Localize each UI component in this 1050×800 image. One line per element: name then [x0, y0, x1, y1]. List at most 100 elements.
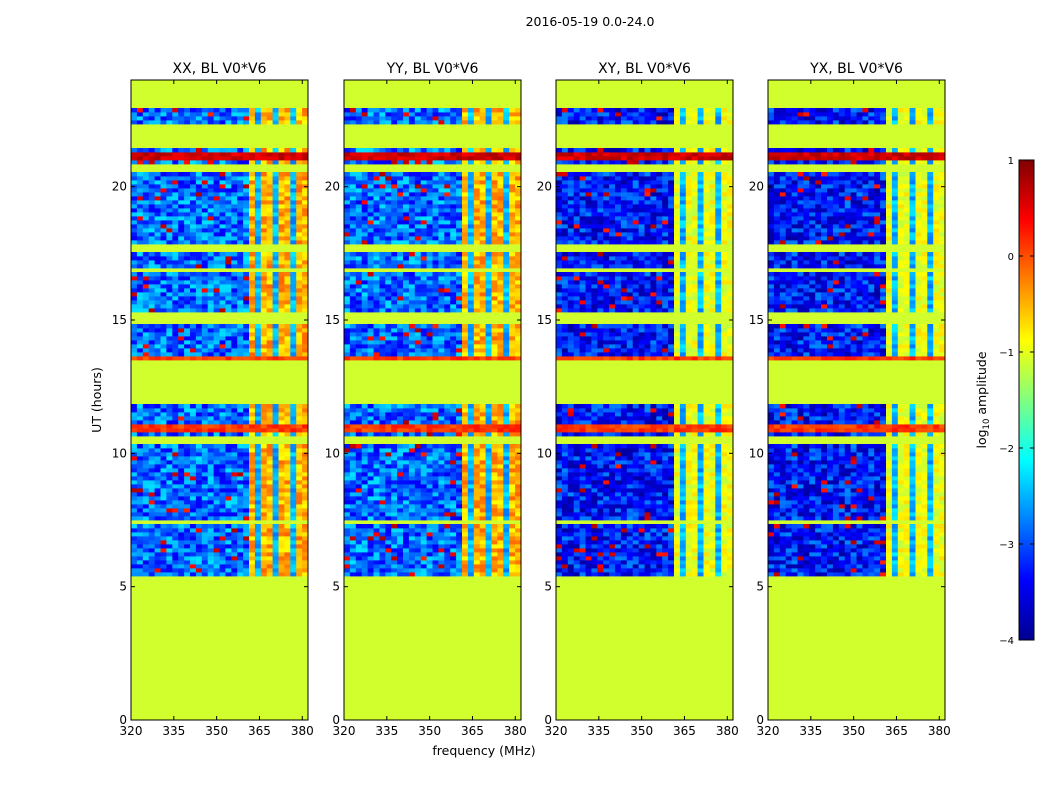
heatmap-cell — [367, 348, 374, 353]
heatmap-cell — [403, 512, 410, 517]
heatmap-cell — [361, 276, 368, 281]
heatmap-cell — [131, 464, 138, 469]
heatmap-cell — [344, 572, 351, 577]
heatmap-cell — [184, 228, 191, 233]
heatmap-cell — [260, 276, 268, 281]
heatmap-cell — [302, 452, 309, 457]
heatmap-cell — [207, 432, 214, 437]
heatmap-cell — [213, 340, 220, 345]
heatmap-cell — [503, 420, 510, 425]
heatmap-cell — [178, 568, 185, 573]
heatmap-cell — [290, 208, 297, 213]
heatmap-cell — [131, 220, 138, 225]
heatmap-cell — [272, 272, 279, 277]
heatmap-cell — [160, 272, 167, 277]
heatmap-cell — [166, 156, 173, 161]
heatmap-cell — [373, 524, 380, 529]
heatmap-cell — [166, 524, 173, 529]
heatmap-cell — [166, 256, 173, 261]
heatmap-cell — [284, 284, 291, 289]
heatmap-cell — [473, 480, 481, 485]
heatmap-cell — [302, 328, 309, 333]
heatmap-cell — [349, 236, 357, 241]
heatmap-cell — [397, 260, 404, 265]
heatmap-cell — [391, 420, 398, 425]
heatmap-cell — [355, 492, 363, 497]
heatmap-cell — [237, 516, 244, 521]
heatmap-cell — [249, 464, 256, 469]
heatmap-cell — [503, 476, 510, 481]
heatmap-cell — [213, 484, 220, 489]
heatmap-cell — [213, 176, 220, 181]
heatmap-cell — [225, 448, 232, 453]
heatmap-cell — [420, 468, 427, 473]
heatmap-cell — [172, 416, 179, 421]
heatmap-cell — [485, 444, 492, 449]
heatmap-cell — [272, 156, 279, 161]
heatmap-cell — [154, 568, 161, 573]
heatmap-cell — [355, 552, 363, 557]
heatmap-cell — [479, 328, 486, 333]
heatmap-cell — [491, 408, 498, 413]
heatmap-cell — [148, 228, 155, 233]
heatmap-cell — [302, 208, 309, 213]
heatmap-cell — [444, 452, 451, 457]
heatmap-cell — [349, 468, 357, 473]
heatmap-cell — [373, 484, 380, 489]
heatmap-cell — [142, 508, 150, 513]
heatmap-cell — [237, 216, 244, 221]
heatmap-cell — [266, 416, 273, 421]
heatmap-cell — [178, 468, 185, 473]
heatmap-cell — [160, 324, 167, 329]
heatmap-cell — [237, 408, 244, 413]
heatmap-cell — [479, 428, 486, 433]
heatmap-cell — [243, 344, 250, 349]
heatmap-cell — [456, 560, 463, 565]
heatmap-cell — [254, 308, 262, 313]
heatmap-cell — [225, 332, 232, 337]
heatmap-cell — [148, 488, 155, 493]
heatmap-cell — [302, 348, 309, 353]
heatmap-cell — [154, 484, 161, 489]
heatmap-cell — [379, 336, 386, 341]
heatmap-cell — [373, 216, 380, 221]
heatmap-cell — [302, 228, 309, 233]
heatmap-cell — [485, 464, 492, 469]
heatmap-cell — [479, 408, 486, 413]
heatmap-cell — [154, 184, 161, 189]
heatmap-cell — [160, 488, 167, 493]
heatmap-cell — [231, 356, 238, 361]
heatmap-cell — [462, 528, 469, 533]
heatmap-cell — [420, 260, 427, 265]
heatmap-cell — [225, 264, 232, 269]
heatmap-cell — [225, 180, 232, 185]
heatmap-cell — [237, 496, 244, 501]
heatmap-cell — [201, 296, 209, 301]
heatmap-cell — [414, 352, 422, 357]
heatmap-cell — [456, 528, 463, 533]
heatmap-cell — [290, 176, 297, 181]
heatmap-cell — [278, 460, 285, 465]
heatmap-cell — [438, 208, 445, 213]
heatmap-cell — [136, 272, 144, 277]
heatmap-cell — [260, 304, 268, 309]
heatmap-cell — [178, 308, 185, 313]
heatmap-cell — [361, 544, 368, 549]
heatmap-cell — [450, 524, 457, 529]
heatmap-cell — [385, 404, 392, 409]
heatmap-cell — [444, 216, 451, 221]
heatmap-cell — [385, 508, 392, 513]
heatmap-cell — [249, 224, 256, 229]
x-tick-label: 320 — [120, 724, 143, 738]
heatmap-cell — [485, 488, 492, 493]
heatmap-cell — [243, 348, 250, 353]
heatmap-cell — [136, 336, 144, 341]
heatmap-cell — [178, 492, 185, 497]
heatmap-cell — [284, 444, 291, 449]
heatmap-cell — [231, 304, 238, 309]
heatmap-cell — [515, 540, 522, 545]
heatmap-cell — [302, 148, 309, 153]
heatmap-cell — [160, 116, 167, 121]
heatmap-cell — [131, 188, 138, 193]
